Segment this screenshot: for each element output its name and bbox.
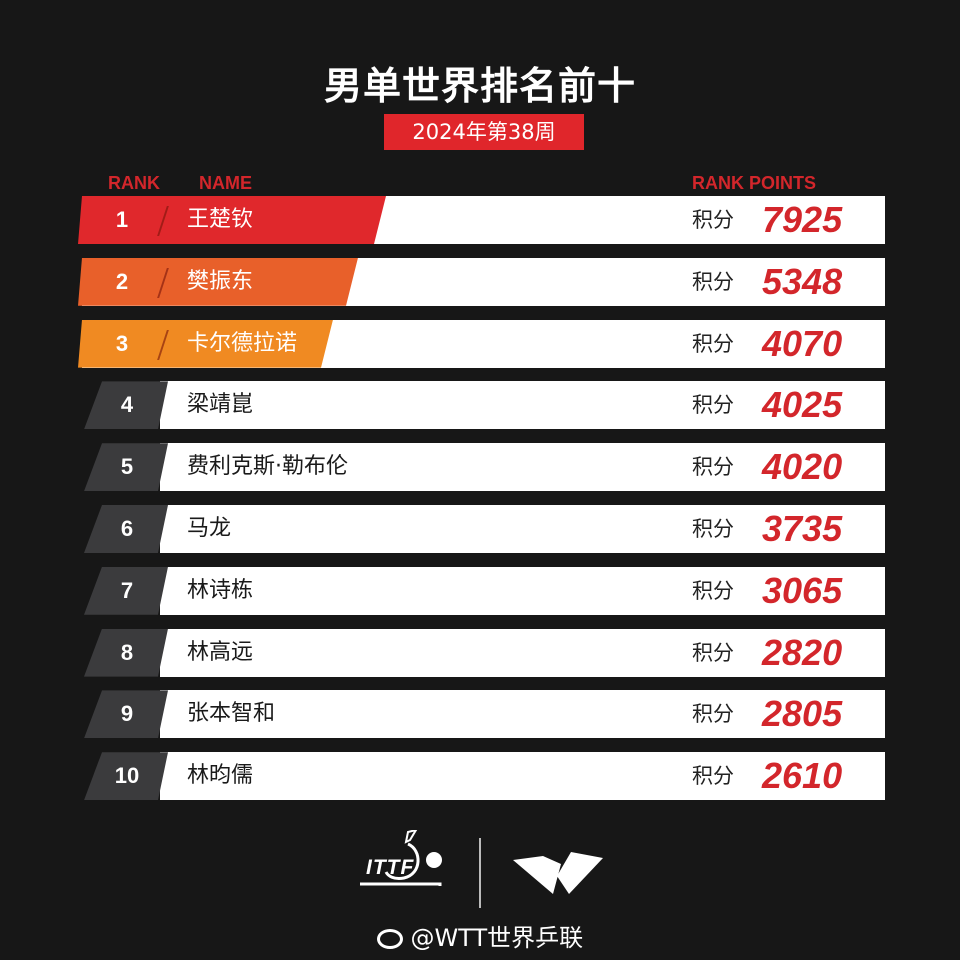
points-label: 积分 — [692, 578, 734, 603]
points-label: 积分 — [692, 517, 734, 541]
player-name: 王楚钦 — [187, 207, 254, 232]
ranking-row: 7 林诗栋 积分 3065 — [0, 566, 960, 615]
ranking-row: 5 费利克斯·勒布伦 积分 4020 — [0, 443, 960, 492]
ittf-logo — [360, 830, 442, 886]
row-background — [160, 381, 885, 430]
name-header: NAME — [199, 173, 252, 193]
points-value: 3065 — [762, 569, 843, 611]
row-background — [160, 628, 885, 677]
rank-number: 2 — [115, 268, 129, 294]
ranking-row: 6 马龙 积分 3735 — [0, 505, 960, 553]
page-title: 男单世界排名前十 — [323, 64, 636, 108]
rank-number: 3 — [115, 330, 129, 356]
points-header: RANK POINTS — [692, 173, 817, 193]
points-value: 2820 — [762, 631, 843, 673]
player-name: 费利克斯·勒布伦 — [187, 454, 348, 480]
ranking-row: 2 樊振东 积分 5348 — [0, 257, 960, 306]
points-value: 4070 — [762, 322, 843, 364]
points-label: 积分 — [692, 331, 734, 356]
logo-divider — [479, 838, 481, 908]
rank-band — [78, 320, 333, 368]
ittf-logo-text: ITTF — [366, 856, 415, 879]
row-background — [160, 566, 885, 615]
rank-number: 1 — [115, 207, 129, 232]
points-value: 4020 — [762, 446, 843, 488]
ranking-row: 3 卡尔德拉诺 积分 4070 — [0, 319, 960, 368]
row-background — [160, 752, 885, 801]
weibo-handle-text: @WTT世界乒联 — [410, 924, 584, 952]
player-name: 张本智和 — [187, 701, 276, 727]
logos: ITTF — [0, 830, 960, 910]
player-name: 马龙 — [187, 516, 232, 541]
points-label: 积分 — [692, 640, 734, 665]
player-name: 林高远 — [187, 639, 254, 665]
rank-band — [78, 196, 386, 244]
points-value: 2805 — [762, 693, 843, 735]
weibo-handle: @WTT世界乒联 — [0, 918, 960, 953]
rank-number: 4 — [120, 392, 134, 418]
rank-number: 5 — [120, 454, 134, 480]
week-badge: 2024年第38周 — [384, 114, 584, 150]
ranking-row: 9 张本智和 积分 2805 — [0, 690, 960, 739]
points-label: 积分 — [692, 393, 734, 418]
points-value: 4025 — [762, 384, 843, 426]
ranking-row: 1 王楚钦 积分 7925 — [0, 196, 960, 244]
rank-number: 6 — [120, 516, 134, 541]
points-label: 积分 — [692, 455, 734, 480]
rank-number: 10 — [114, 763, 140, 789]
row-background — [160, 690, 885, 739]
wtt-logo — [513, 852, 603, 894]
row-background — [160, 505, 885, 553]
points-value: 5348 — [762, 260, 843, 302]
rank-band — [78, 258, 358, 306]
points-value: 2610 — [762, 755, 843, 797]
player-name: 樊振东 — [187, 268, 254, 294]
ranking-row: 8 林高远 积分 2820 — [0, 628, 960, 677]
player-name: 林诗栋 — [187, 577, 254, 603]
rank-number: 8 — [120, 639, 134, 665]
ranking-row: 10 林昀儒 积分 2610 — [0, 752, 960, 801]
weibo-icon — [376, 929, 403, 949]
row-background — [160, 443, 885, 492]
points-label: 积分 — [692, 764, 734, 789]
player-name: 梁靖崑 — [187, 392, 254, 418]
rank-number: 9 — [120, 701, 134, 727]
points-value: 7925 — [762, 199, 843, 240]
points-label: 积分 — [692, 208, 734, 232]
ranking-row: 4 梁靖崑 积分 4025 — [0, 381, 960, 430]
points-value: 3735 — [762, 508, 843, 549]
player-name: 卡尔德拉诺 — [187, 330, 298, 356]
points-label: 积分 — [692, 702, 734, 727]
player-name: 林昀儒 — [187, 763, 254, 789]
rank-number: 7 — [120, 577, 134, 603]
points-label: 积分 — [692, 269, 734, 294]
rank-header: RANK — [108, 173, 160, 193]
